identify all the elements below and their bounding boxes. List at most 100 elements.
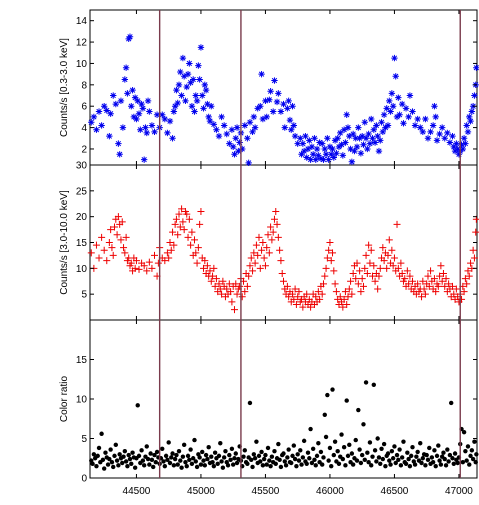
- panel-2-data-point: [348, 290, 356, 298]
- panel-2-data-point: [442, 275, 450, 283]
- panel-2-data-point: [463, 280, 471, 288]
- panel-3-data-point: [341, 444, 347, 450]
- panel-3-data-point: [295, 452, 300, 457]
- panel-2-data-point: [171, 220, 179, 228]
- panel-3-data-point: [434, 453, 440, 459]
- panel-3-data-point: [112, 453, 117, 459]
- panel-3-data-point: [465, 444, 471, 449]
- panel-1-data-point: [362, 135, 370, 142]
- panel-1-data-point: [391, 54, 398, 62]
- panel-3-data-point: [366, 460, 371, 465]
- panel-3-data-point: [406, 456, 411, 462]
- panel-2-ytick-label: 5: [81, 290, 87, 301]
- panel-2-data-point: [92, 241, 100, 249]
- panel-2-data-point: [383, 264, 391, 272]
- panel-2-data-point: [389, 262, 397, 270]
- panel-3-data-point: [184, 463, 189, 469]
- panel-3-data-point: [101, 466, 107, 471]
- panel-3-data-point: [427, 445, 432, 451]
- panel-1-data-point: [202, 86, 210, 94]
- panel-1-data-point: [280, 100, 287, 108]
- panel-3-data-point: [268, 463, 273, 469]
- panel-1-data-point: [324, 135, 331, 142]
- panel-2-data-point: [367, 246, 375, 254]
- panel-1-data-point: [239, 145, 246, 153]
- panel-1-data-point: [277, 108, 285, 115]
- panel-2-data-point: [148, 264, 156, 272]
- panel-2-data-point: [375, 272, 383, 280]
- panel-3-data-point: [468, 453, 473, 459]
- panel-3-data-point: [94, 463, 99, 469]
- panel-2-data-point: [254, 251, 262, 259]
- panel-1-data-point: [186, 60, 193, 67]
- panel-3-data-point: [359, 452, 365, 458]
- panel-3-data-point: [331, 452, 337, 458]
- panel-2-data-point: [265, 249, 273, 257]
- panel-3-data-point: [175, 462, 180, 467]
- panel-1-data-point: [246, 119, 254, 126]
- panel-1-data-point: [455, 151, 463, 158]
- panel-1-data-point: [346, 132, 353, 140]
- panel-1-data-point: [378, 119, 385, 126]
- panel-1-data-point: [311, 135, 318, 142]
- panel-1-data-point: [319, 140, 326, 147]
- panel-1-data-point: [192, 92, 199, 99]
- panel-2-data-point: [414, 280, 422, 288]
- panel-3-data-point: [294, 463, 299, 469]
- panel-2-data-point: [228, 298, 236, 306]
- panel-1-data-point: [135, 110, 143, 117]
- panel-2-data-point: [388, 246, 396, 254]
- panel-3-data-point: [141, 463, 147, 468]
- panel-1-data-point: [199, 92, 206, 99]
- panel-2-data-point: [108, 244, 116, 252]
- panel-3-data-point: [336, 461, 342, 466]
- panel-1-data-point: [424, 135, 432, 142]
- panel-3-data-point: [420, 456, 426, 461]
- panel-1-data-point: [290, 122, 298, 129]
- panel-2-data-point: [365, 241, 373, 249]
- panel-3-data-point: [398, 463, 404, 468]
- panel-2-data-point: [460, 288, 468, 296]
- panel-1-data-point: [188, 103, 196, 110]
- panel-3-data-point: [330, 387, 335, 392]
- panel-1-data-point: [205, 113, 212, 121]
- panel-2-data-point: [354, 280, 362, 288]
- panel-3-data-point: [181, 442, 187, 448]
- panel-2-data-point: [140, 262, 148, 270]
- panel-1-data-point: [471, 92, 478, 99]
- panel-2-data-point: [131, 264, 139, 272]
- panel-1-data-point: [169, 135, 176, 142]
- panel-1-data-point: [183, 83, 190, 91]
- panel-3-data-point: [215, 461, 220, 466]
- panel-3-data-point: [198, 462, 204, 467]
- panel-2-data-point: [405, 280, 413, 288]
- panel-1-data-point: [297, 135, 304, 142]
- panel-2-data-point: [154, 259, 162, 267]
- panel-1-data-point: [302, 132, 309, 140]
- panel-3-data-point: [343, 463, 348, 468]
- panel-3-data-point: [332, 439, 338, 444]
- panel-1-data-point: [122, 64, 130, 71]
- panel-2-data-point: [345, 285, 353, 293]
- panel-1-data-point: [383, 105, 390, 112]
- panel-1-data-point: [366, 140, 374, 147]
- panel-3-data-point: [202, 463, 208, 468]
- panel-3-data-point: [335, 448, 340, 454]
- panel-1-data-point: [266, 96, 273, 103]
- panel-3-data-point: [399, 455, 405, 460]
- panel-2-data-point: [250, 249, 258, 257]
- panel-2-ytick-label: 30: [76, 161, 88, 172]
- xtick-label: 45500: [252, 486, 280, 497]
- panel-1-data-point: [355, 124, 362, 131]
- panel-1-data-point: [342, 139, 349, 146]
- panel-2-data-point: [292, 301, 300, 308]
- panel-2-data-point: [246, 262, 254, 270]
- panel-3-data-point: [161, 459, 166, 464]
- panel-1-data-point: [220, 122, 228, 129]
- panel-3-data-point: [403, 461, 409, 466]
- panel-3-data-point: [95, 453, 100, 459]
- panel-1-data-point: [129, 86, 136, 94]
- panel-1-data-point: [267, 88, 274, 95]
- panel-2-data-point: [341, 288, 349, 296]
